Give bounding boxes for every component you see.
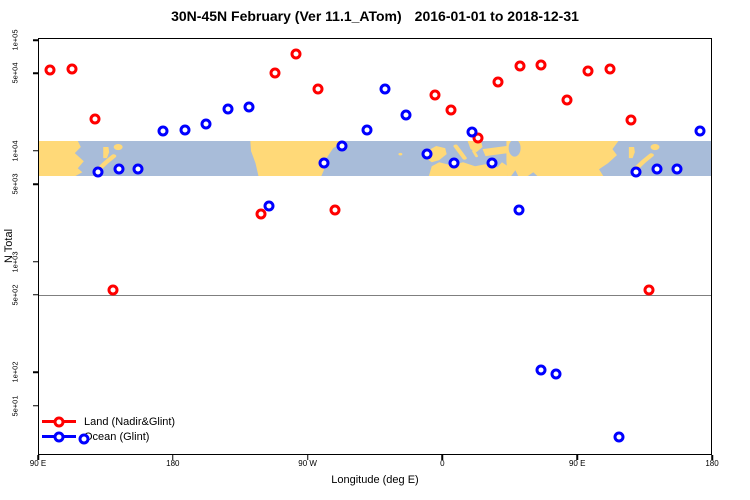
ocean-legend-marker-icon (42, 431, 76, 442)
x-axis-tick-label: 180 (705, 459, 719, 468)
land-legend-circle-icon (53, 416, 65, 427)
x-axis-tick (37, 455, 39, 460)
title-dates: 2016-01-01 to 2018-12-31 (414, 8, 579, 24)
x-axis-tick (576, 455, 578, 460)
y-axis-tick-label: 1e+04 (10, 140, 20, 162)
world-map-band (39, 140, 711, 177)
legend-label-land: Land (Nadir&Glint) (84, 415, 176, 428)
y-axis-tick-label: 1e+05 (10, 29, 20, 51)
y-axis-tick-label: 5e+03 (10, 173, 20, 195)
y-axis-tick (33, 260, 38, 263)
y-axis-tick (33, 72, 38, 75)
y-axis-tick (33, 294, 38, 296)
y-axis-tick (33, 405, 38, 407)
legend-item-ocean: Ocean (Glint) (42, 429, 175, 444)
x-axis-tick-label: 90 W (298, 459, 317, 468)
y-axis-tick (33, 39, 38, 41)
y-axis-tick (33, 183, 38, 185)
y-axis-tick-label: 5e+02 (10, 284, 20, 306)
reference-line (39, 294, 711, 297)
y-axis-tick-label: 5e+01 (10, 395, 20, 417)
world-map-svg (39, 140, 711, 177)
x-axis-tick (441, 455, 444, 460)
x-axis-tick (172, 455, 174, 460)
x-axis-tick (711, 455, 713, 460)
page-title: 30N-45N February (Ver 11.1_ATom) 2016-01… (0, 8, 750, 24)
x-axis-tick-label: 0 (440, 459, 445, 468)
y-axis-tick (33, 371, 38, 374)
legend-item-land: Land (Nadir&Glint) (42, 414, 175, 429)
x-axis-tick-label: 90 E (568, 459, 586, 468)
plot-area (38, 38, 712, 455)
x-axis-tick-label: 90 E (29, 459, 47, 468)
y-axis-tick-label: 5e+04 (10, 62, 20, 84)
legend-label-ocean: Ocean (Glint) (84, 430, 150, 443)
y-axis-title: N Total (3, 228, 15, 264)
title-main: 30N-45N February (Ver 11.1_ATom) (171, 8, 402, 24)
x-axis-title: Longitude (deg E) (331, 474, 419, 486)
ocean-legend-circle-icon (53, 431, 65, 442)
y-axis-tick (33, 150, 38, 152)
legend: Land (Nadir&Glint) Ocean (Glint) (42, 414, 175, 444)
x-axis-tick (306, 455, 309, 460)
y-axis-tick-label: 1e+02 (10, 361, 20, 383)
x-axis-tick-label: 180 (166, 459, 180, 468)
land-legend-marker-icon (42, 416, 76, 427)
